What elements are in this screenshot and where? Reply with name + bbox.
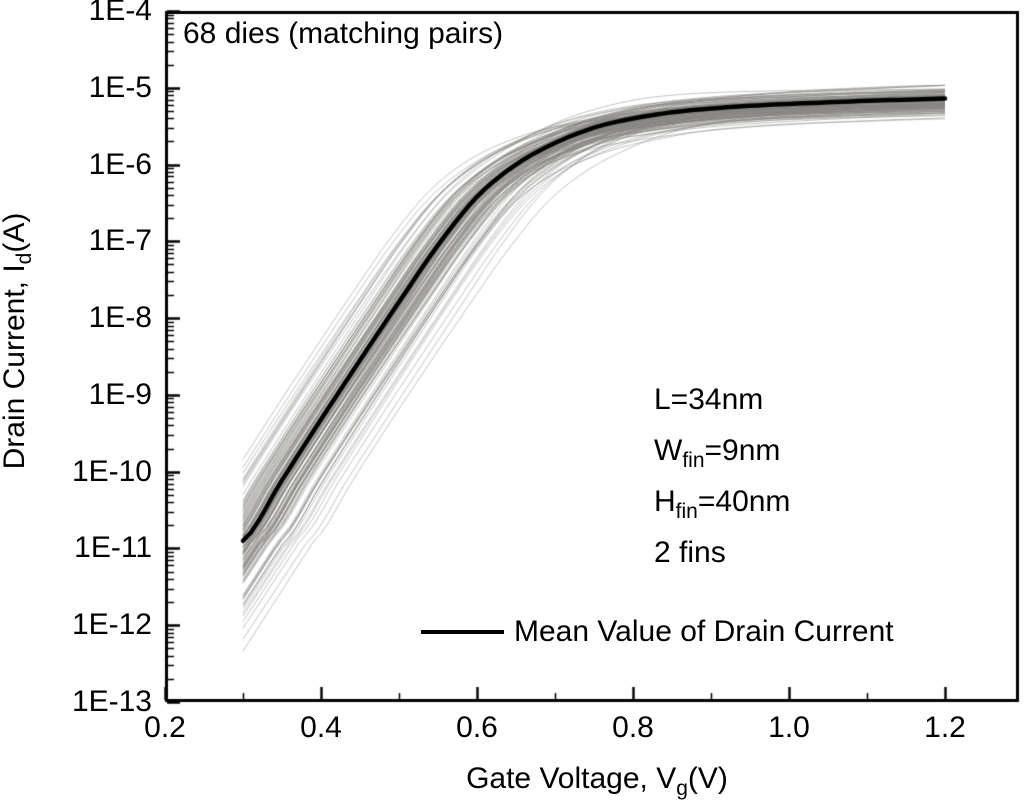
y-axis-title-subscript: d	[13, 252, 36, 265]
x-tick-label: 1.2	[924, 711, 966, 744]
annotation-text: H	[654, 485, 676, 518]
y-tick-label: 1E-11	[74, 531, 152, 565]
y-axis-title-text: Drain Current, I	[0, 264, 31, 470]
annotation-subscript: fin	[675, 500, 698, 523]
y-tick-label: 1E-5	[88, 70, 152, 104]
y-axis-title: Drain Current, Id(A)	[0, 91, 36, 591]
y-tick-label: 1E-12	[71, 608, 152, 642]
x-tick-label: 0.6	[456, 711, 498, 744]
y-axis-title-unit: (A)	[0, 212, 31, 253]
annotation-line-length: L=34nm	[654, 374, 790, 425]
annotation-text: 2 fins	[654, 536, 726, 569]
y-tick-label: 1E-8	[88, 301, 152, 335]
x-tick-label: 0.8	[612, 711, 654, 744]
annotation-text: L=34nm	[654, 383, 764, 416]
dies-count-annotation: 68 dies (matching pairs)	[183, 17, 504, 50]
legend-line-swatch	[421, 630, 504, 634]
y-tick-label: 1E-6	[88, 147, 152, 181]
annotation-subscript: fin	[682, 449, 705, 472]
y-tick-label: 1E-9	[88, 377, 152, 411]
annotation-text: W	[654, 434, 683, 467]
legend-label: Mean Value of Drain Current	[514, 615, 894, 648]
y-tick-label: 1E-4	[88, 0, 152, 27]
x-axis-title-text: Gate Voltage, V	[466, 762, 677, 795]
legend: Mean Value of Drain Current	[421, 612, 894, 652]
y-tick-label: 1E-10	[71, 454, 152, 488]
x-axis-title-subscript: g	[676, 777, 688, 800]
x-tick-label: 0.4	[300, 711, 342, 744]
annotation-text: =40nm	[697, 485, 791, 518]
x-tick-label: 1.0	[768, 711, 810, 744]
x-tick-label: 0.2	[144, 711, 186, 744]
y-tick-label: 1E-7	[88, 224, 152, 258]
y-tick-label: 1E-13	[71, 685, 152, 718]
device-params-annotation: L=34nm Wfin=9nm Hfin=40nm 2 fins	[654, 374, 790, 578]
annotation-line-fin-count: 2 fins	[654, 527, 790, 578]
annotation-line-fin-width: Wfin=9nm	[654, 425, 790, 476]
annotation-line-fin-height: Hfin=40nm	[654, 476, 790, 527]
x-axis-title: Gate Voltage, Vg(V)	[397, 757, 797, 801]
x-axis-title-unit: (V)	[687, 762, 728, 795]
annotation-text: =9nm	[704, 434, 781, 467]
